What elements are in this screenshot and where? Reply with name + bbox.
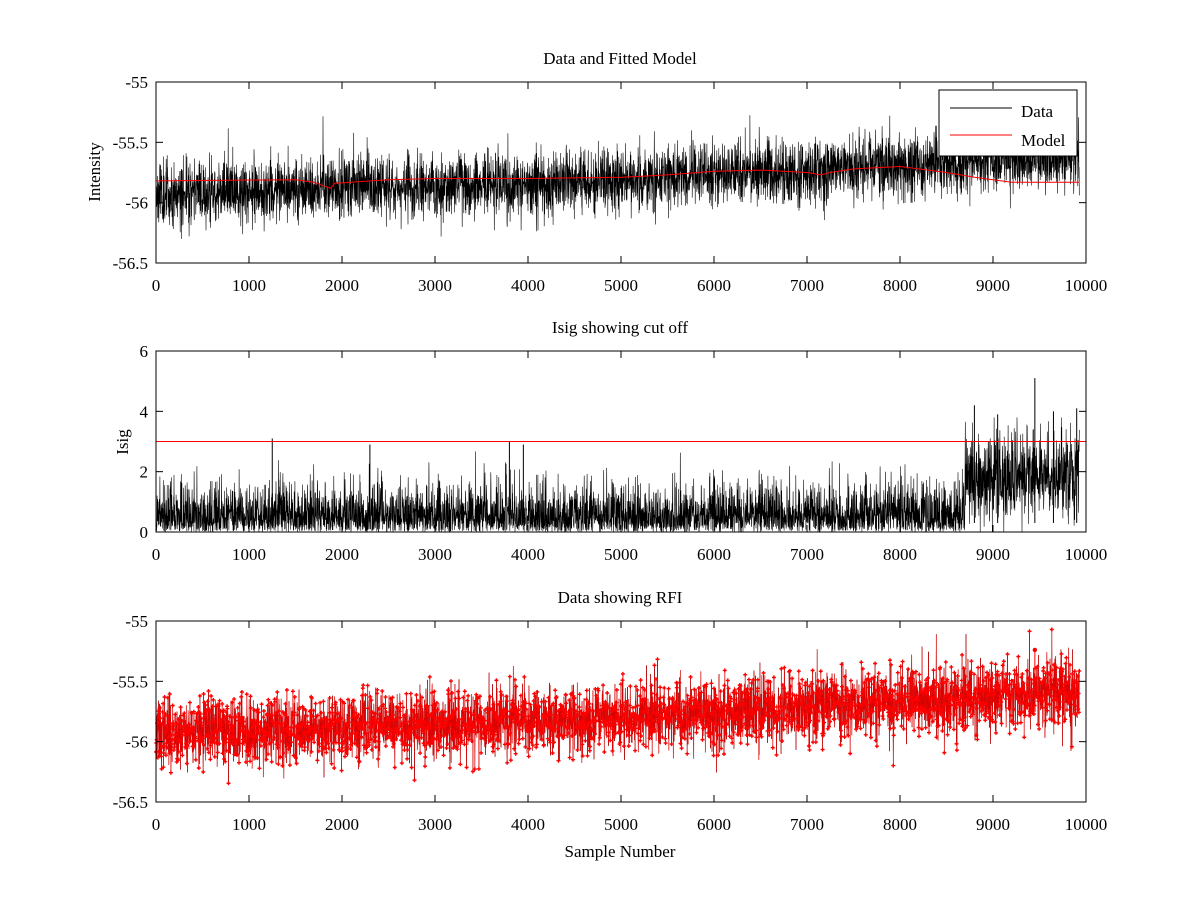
- x-tick-label: 5000: [604, 545, 638, 564]
- x-tick-label: 4000: [511, 815, 545, 834]
- y-tick-label: 6: [140, 342, 149, 361]
- x-tick-label: 1000: [232, 545, 266, 564]
- panel3-axes-frame: [155, 620, 1087, 803]
- x-tick-label: 6000: [697, 276, 731, 295]
- x-tick-label: 2000: [325, 815, 359, 834]
- x-tick-label: 5000: [604, 815, 638, 834]
- x-tick-label: 8000: [883, 545, 917, 564]
- panel3-ticks: 0 1000 2000 3000 4000 5000 6000 7000 8000 9000 100…: [113, 612, 1108, 834]
- panel2-title: Isig showing cut off: [552, 318, 688, 337]
- panel-isig: Isig showing cut off Isig 0 1000 2000 3000 4…: [113, 318, 1107, 564]
- x-tick-label: 3000: [418, 545, 452, 564]
- x-tick-label: 5000: [604, 276, 638, 295]
- x-tick-label: 9000: [976, 545, 1010, 564]
- y-tick-label: -55.5: [113, 133, 148, 152]
- panel1-axes-frame: [155, 81, 1087, 264]
- x-tick-label: 8000: [883, 276, 917, 295]
- y-tick-label: 4: [140, 402, 149, 421]
- series-isig-line: [155, 417, 1080, 533]
- x-tick-label: 10000: [1065, 276, 1108, 295]
- x-tick-label: 0: [152, 545, 161, 564]
- panel-rfi: Data showing RFI 0 1000 2000 3000 4000 5000 60…: [113, 588, 1108, 861]
- x-tick-label: 4000: [511, 276, 545, 295]
- y-tick-label: -56: [125, 194, 148, 213]
- panel3-title: Data showing RFI: [558, 588, 683, 607]
- legend-label-data: Data: [1021, 102, 1054, 121]
- panel1-title: Data and Fitted Model: [543, 49, 697, 68]
- legend-label-model: Model: [1021, 131, 1066, 150]
- x-tick-label: 9000: [976, 276, 1010, 295]
- panel1-plot-area: [155, 106, 1080, 239]
- panel3-xlabel: Sample Number: [565, 842, 676, 861]
- panel2-plot-area: [155, 378, 1086, 533]
- y-tick-label: 2: [140, 463, 149, 482]
- panel1-legend: Data Model: [938, 89, 1078, 157]
- y-tick-label: -56: [125, 733, 148, 752]
- x-tick-label: 3000: [418, 276, 452, 295]
- x-tick-label: 4000: [511, 545, 545, 564]
- panel-data-and-model: Data and Fitted Model Intensity 0 1000 200…: [85, 49, 1107, 295]
- legend-box: [938, 89, 1078, 157]
- x-tick-label: 1000: [232, 276, 266, 295]
- series-model-line: [155, 165, 1080, 189]
- x-tick-label: 6000: [697, 545, 731, 564]
- x-tick-label: 0: [152, 815, 161, 834]
- x-tick-label: 7000: [790, 276, 824, 295]
- x-tick-label: 0: [152, 276, 161, 295]
- series-data-line: [155, 106, 1080, 239]
- panel1-ticks: 0 1000 2000 3000 4000 5000 6000 7000 8000 9000 100…: [113, 73, 1108, 295]
- y-tick-label: -55: [125, 612, 148, 631]
- panel2-ylabel: Isig: [113, 429, 132, 455]
- x-tick-label: 3000: [418, 815, 452, 834]
- x-tick-label: 10000: [1065, 815, 1108, 834]
- x-tick-label: 2000: [325, 545, 359, 564]
- x-tick-label: 7000: [790, 815, 824, 834]
- y-tick-label: -56.5: [113, 254, 148, 273]
- rfi-highest-point: [1032, 647, 1038, 653]
- x-tick-label: 1000: [232, 815, 266, 834]
- x-tick-label: 8000: [883, 815, 917, 834]
- y-tick-label: -56.5: [113, 793, 148, 812]
- x-tick-label: 7000: [790, 545, 824, 564]
- y-tick-label: -55: [125, 73, 148, 92]
- y-tick-label: 0: [140, 523, 149, 542]
- x-tick-label: 10000: [1065, 545, 1108, 564]
- x-tick-label: 6000: [697, 815, 731, 834]
- x-tick-label: 2000: [325, 276, 359, 295]
- panel2-axes-frame: [155, 350, 1087, 533]
- panel1-ylabel: Intensity: [85, 142, 104, 202]
- x-tick-label: 9000: [976, 815, 1010, 834]
- y-tick-label: -55.5: [113, 672, 148, 691]
